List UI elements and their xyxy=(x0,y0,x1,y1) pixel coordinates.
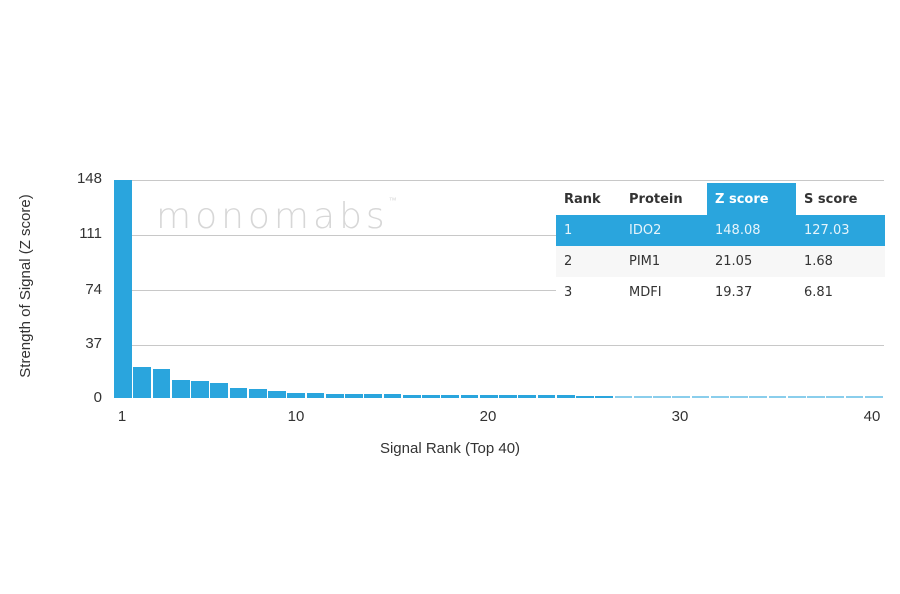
cell: 21.05 xyxy=(707,246,796,277)
bar xyxy=(268,390,286,398)
bar xyxy=(345,393,363,398)
bar xyxy=(287,392,305,398)
gridline xyxy=(114,290,884,291)
bar xyxy=(306,393,325,398)
cell: 3 xyxy=(564,285,573,300)
bar xyxy=(691,395,710,398)
bar xyxy=(710,395,729,398)
x-tick-1: 1 xyxy=(117,408,127,425)
bar xyxy=(133,367,151,398)
bar xyxy=(864,396,883,398)
y-tick-74: 74 xyxy=(85,281,102,298)
bar xyxy=(114,179,132,398)
bar xyxy=(576,395,594,398)
bar xyxy=(537,395,556,398)
bar xyxy=(499,395,517,398)
x-axis-label: Signal Rank (Top 40) xyxy=(379,440,521,457)
bar xyxy=(826,396,844,398)
x-tick-20: 20 xyxy=(479,408,497,425)
bar xyxy=(595,395,613,398)
y-axis-label: Strength of Signal (Z score) xyxy=(17,194,34,378)
bar xyxy=(152,369,171,398)
bar xyxy=(325,393,344,398)
watermark-logo: monomabs™ xyxy=(156,196,401,237)
y-tick-111: 111 xyxy=(79,225,102,242)
x-tick-40: 40 xyxy=(863,408,881,425)
col-protein: Protein xyxy=(629,191,683,207)
cell: MDFI xyxy=(629,285,662,300)
bar xyxy=(402,394,421,398)
x-tick-10: 10 xyxy=(287,408,305,425)
table-header-row: Rank Protein Z score S score xyxy=(556,183,885,215)
bar xyxy=(518,395,536,398)
bar xyxy=(845,396,864,398)
bar xyxy=(383,394,402,398)
bar xyxy=(364,394,382,398)
table-row: 1 IDO2 148.08 127.03 xyxy=(556,215,885,246)
bar xyxy=(191,381,209,398)
table-row: 2 PIM1 21.05 1.68 xyxy=(556,246,885,277)
y-tick-148: 148 xyxy=(76,170,102,187)
col-s-score: S score xyxy=(804,191,858,207)
bar xyxy=(730,395,748,398)
bar xyxy=(633,395,652,398)
bar xyxy=(229,388,248,398)
cell: PIM1 xyxy=(621,246,707,277)
col-z-score: Z score xyxy=(707,183,796,215)
gridline xyxy=(114,180,884,181)
cell: 1 xyxy=(556,215,621,246)
bar xyxy=(248,388,267,398)
col-rank: Rank xyxy=(564,191,601,207)
cell: 2 xyxy=(556,246,621,277)
cell: IDO2 xyxy=(621,215,707,246)
bar xyxy=(210,383,228,398)
y-tick-37: 37 xyxy=(85,335,102,352)
table-row: 3 MDFI 19.37 6.81 xyxy=(556,277,885,308)
cell: 1.68 xyxy=(796,246,885,277)
bar xyxy=(556,395,575,398)
cell: 148.08 xyxy=(707,215,796,246)
bar xyxy=(807,396,825,398)
bar xyxy=(441,394,459,398)
bar xyxy=(422,394,440,398)
x-tick-30: 30 xyxy=(671,408,689,425)
y-tick-0: 0 xyxy=(93,389,102,406)
gridline xyxy=(114,235,884,236)
bar xyxy=(460,395,479,398)
bar xyxy=(749,395,767,398)
bar-area xyxy=(114,179,884,398)
bar xyxy=(787,396,806,398)
cell: 127.03 xyxy=(796,215,885,246)
top-proteins-table: Rank Protein Z score S score 1 IDO2 148.… xyxy=(556,183,885,308)
gridline xyxy=(114,345,884,346)
bar xyxy=(653,395,671,398)
bar xyxy=(614,395,633,398)
cell: 19.37 xyxy=(715,285,753,300)
cell: 6.81 xyxy=(804,285,833,300)
bar xyxy=(479,395,498,398)
bar xyxy=(768,396,787,398)
bar xyxy=(672,395,690,398)
bar xyxy=(171,380,190,398)
